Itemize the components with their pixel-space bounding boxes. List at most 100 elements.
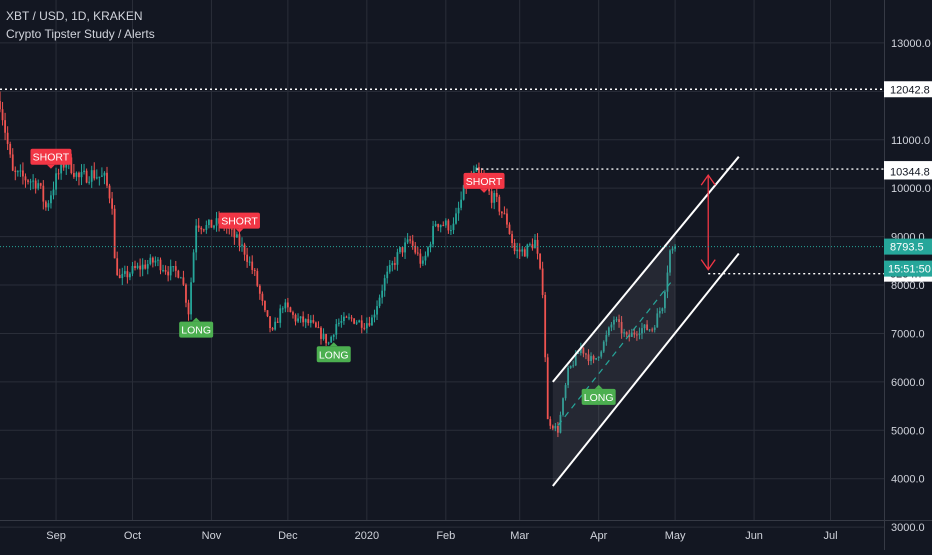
candle-body [562, 398, 564, 415]
candle-body [498, 196, 501, 212]
candle-body [44, 201, 47, 208]
candle-body [544, 294, 547, 358]
candle-body [98, 176, 101, 178]
price-tick-label: 13000.0 [891, 38, 931, 50]
candle-body [406, 239, 409, 243]
candle-body [93, 170, 96, 179]
candle-body [457, 207, 460, 214]
candle-body [271, 328, 274, 330]
candle-body [648, 329, 651, 331]
candle-body [302, 316, 305, 323]
candle-body [202, 229, 205, 231]
signal-badge-label: LONG [584, 392, 614, 404]
candle-body [154, 260, 157, 263]
signal-short-badge[interactable]: SHORT [463, 172, 505, 193]
candle-body [490, 191, 493, 203]
candle-body [256, 271, 259, 286]
signal-long-badge[interactable]: LONG [179, 317, 214, 338]
candle-body [432, 226, 434, 245]
signal-badge-box [316, 346, 351, 363]
candle-body [585, 353, 587, 355]
candle-body [554, 425, 557, 429]
candle-body [635, 334, 638, 336]
candle-body [47, 203, 50, 208]
candle-body [103, 172, 106, 176]
candle-body [330, 336, 333, 343]
signal-badge-label: SHORT [221, 216, 258, 228]
candle-body [600, 351, 603, 357]
candle-body [37, 183, 40, 189]
candle-body [241, 244, 243, 246]
candle-body [85, 170, 88, 183]
candle-body [146, 264, 149, 269]
signal-badge-pointer [480, 188, 489, 193]
candle-body [192, 252, 195, 283]
candle-body [358, 320, 361, 323]
plain-price-label-text: 10344.8 [890, 166, 930, 178]
candle-body [383, 278, 386, 291]
candle-body [169, 266, 172, 276]
candle-body [1, 109, 4, 121]
candle-body [16, 171, 19, 173]
candle-body [365, 323, 368, 329]
candle-body [141, 264, 144, 270]
candle-body [14, 170, 17, 172]
candle-body [309, 320, 312, 323]
candle-body [564, 385, 567, 399]
candle-body [116, 258, 119, 276]
candle-body [279, 308, 282, 323]
candle-body [597, 356, 600, 358]
candle-body [393, 263, 396, 265]
candle-body [55, 173, 57, 190]
candle-body [210, 219, 213, 228]
price-tick-label: 11000.0 [891, 135, 930, 147]
candle-body [131, 266, 134, 274]
candle-body [57, 173, 60, 175]
candle-body [404, 242, 406, 253]
candle-body [113, 208, 116, 259]
candle-body [388, 265, 391, 272]
candle-body [595, 357, 598, 360]
candle-body [526, 244, 529, 257]
candle-body [641, 328, 643, 334]
candle-body [317, 327, 320, 329]
candle-body [638, 333, 641, 336]
signal-badge-box [218, 212, 260, 229]
candle-body [511, 234, 513, 244]
candle-body [200, 227, 203, 230]
symbol-title[interactable]: XBT / USD, 1D, KRAKEN [6, 9, 143, 23]
candle-body [381, 290, 384, 298]
candle-body [269, 316, 271, 329]
candle-body [401, 247, 404, 253]
time-tick-label: Jul [823, 530, 837, 542]
signal-badge-pointer [329, 342, 338, 347]
candle-body [460, 199, 463, 208]
candle-body [669, 250, 671, 273]
candle-body [508, 224, 511, 235]
signal-short-badge[interactable]: SHORT [218, 212, 260, 233]
signal-long-badge[interactable]: LONG [581, 384, 616, 405]
price-tick-label: 5000.0 [891, 425, 925, 437]
candle-body [371, 317, 373, 326]
candle-body [427, 247, 429, 256]
signal-long-badge[interactable]: LONG [316, 342, 351, 363]
signal-short-badge[interactable]: SHORT [30, 148, 72, 169]
candle-body [274, 321, 277, 330]
signal-badge-label: LONG [181, 325, 211, 337]
study-title[interactable]: Crypto Tipster Study / Alerts [6, 27, 155, 41]
candle-body [27, 180, 29, 182]
candle-body [0, 101, 1, 110]
candle-body [409, 239, 412, 241]
candle-body [345, 316, 348, 318]
candle-body [9, 143, 12, 155]
candle-body [674, 246, 677, 249]
candle-body [292, 312, 294, 315]
candle-body [253, 269, 256, 272]
candle-body [518, 249, 521, 252]
candle-body [493, 192, 496, 203]
candle-body [572, 365, 575, 367]
candle-body [78, 172, 80, 178]
candle-body [164, 270, 167, 272]
